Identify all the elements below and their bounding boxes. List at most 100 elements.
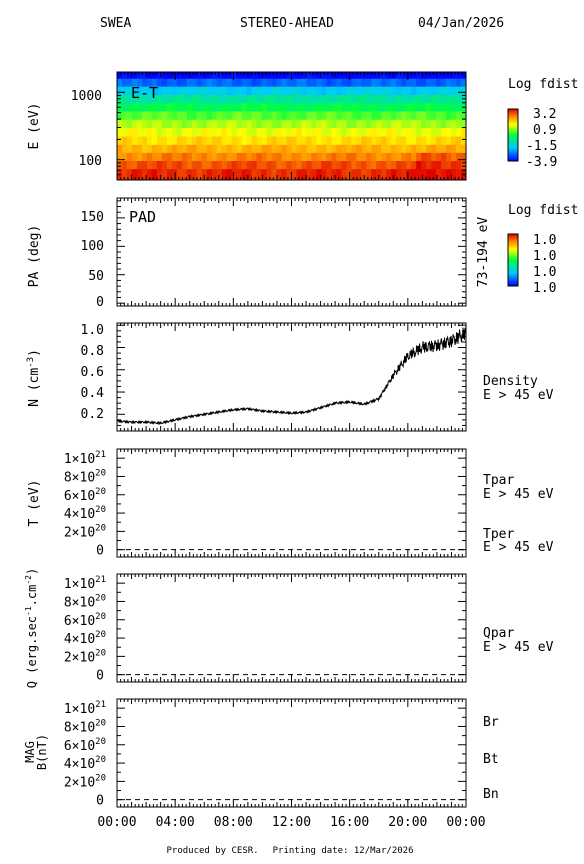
- et-cell: [311, 119, 317, 129]
- et-cell: [166, 152, 173, 162]
- et-cell: [456, 169, 462, 181]
- q-ytick-exponent: 20: [95, 593, 106, 603]
- et-cell: [286, 111, 292, 121]
- et-cell: [326, 72, 332, 80]
- et-cell: [331, 144, 337, 154]
- et-cell: [136, 144, 143, 154]
- density-panel: 1.0 0.8 0.6 0.4 0.2 N (cm-3) Density E >…: [26, 322, 554, 432]
- et-cell: [126, 169, 133, 181]
- et-cell: [251, 161, 257, 170]
- et-cell: [256, 144, 262, 154]
- et-cell: [391, 152, 397, 162]
- q-ytick-mantissa: 6: [64, 614, 72, 629]
- et-cell: [256, 128, 262, 138]
- q-ytick-label: 2×1020: [64, 648, 106, 665]
- et-cell: [331, 86, 337, 96]
- et-cell: [301, 119, 307, 129]
- time-x-ticks: [116, 72, 467, 807]
- t-ytick-label: 4×1020: [64, 505, 106, 522]
- et-cell: [421, 86, 427, 96]
- et-cell: [266, 169, 272, 181]
- b-ytick-exponent: 20: [95, 755, 106, 765]
- et-cell: [421, 144, 427, 154]
- et-cell: [446, 95, 452, 104]
- et-cell: [386, 78, 392, 88]
- et-cell: [117, 152, 123, 162]
- et-cell: [391, 144, 397, 154]
- et-cell: [186, 144, 193, 154]
- et-cell: [286, 103, 292, 112]
- et-cell: [121, 169, 128, 181]
- et-cell: [406, 86, 412, 96]
- et-cell: [416, 152, 422, 162]
- et-cell: [196, 72, 203, 80]
- et-cell: [326, 103, 332, 112]
- pad-colorbar-title: Log fdist: [508, 203, 578, 218]
- et-cell: [141, 161, 148, 170]
- et-cell: [156, 72, 163, 80]
- et-cell: [151, 128, 158, 138]
- et-cell: [196, 111, 203, 121]
- et-cell: [376, 169, 382, 181]
- et-cell: [326, 78, 332, 88]
- et-cell: [246, 152, 253, 162]
- et-cell: [121, 95, 128, 104]
- et-cell: [426, 78, 432, 88]
- et-cell: [281, 95, 287, 104]
- et-cell: [366, 144, 372, 154]
- et-cell: [291, 78, 297, 88]
- et-cell: [331, 169, 337, 181]
- et-cell: [326, 111, 332, 121]
- et-cell: [381, 169, 387, 181]
- et-cell: [291, 169, 297, 181]
- et-cell: [206, 136, 213, 146]
- et-cell: [131, 72, 138, 80]
- et-cell: [301, 169, 307, 181]
- et-cell: [281, 144, 287, 154]
- et-cell: [401, 128, 407, 138]
- et-cell: [381, 144, 387, 154]
- et-cell: [246, 128, 253, 138]
- et-cell: [391, 78, 397, 88]
- et-cell: [181, 169, 188, 181]
- et-cell: [241, 161, 248, 170]
- et-cell: [246, 111, 253, 121]
- et-cell: [211, 103, 218, 112]
- t-ytick-exponent: 20: [95, 487, 106, 497]
- et-cell: [221, 128, 228, 138]
- et-cell: [451, 161, 457, 170]
- et-cell: [286, 136, 292, 146]
- et-cell: [281, 103, 287, 112]
- et-cell: [376, 119, 382, 129]
- et-cell: [236, 86, 243, 96]
- et-cell: [391, 72, 397, 80]
- et-cell: [461, 86, 467, 96]
- et-cell: [161, 152, 168, 162]
- et-cell: [306, 111, 312, 121]
- et-cell: [196, 78, 203, 88]
- et-cell: [126, 152, 133, 162]
- et-cell: [231, 144, 238, 154]
- et-cell: [236, 111, 243, 121]
- b-ytick-mantissa: 4: [64, 757, 72, 772]
- et-cell: [441, 128, 447, 138]
- et-cell: [351, 95, 357, 104]
- et-cell: [266, 95, 272, 104]
- et-cell: [431, 161, 437, 170]
- et-cell: [401, 144, 407, 154]
- et-cell: [386, 95, 392, 104]
- b-ytick-exponent: 20: [95, 773, 106, 783]
- et-cell: [181, 86, 188, 96]
- et-cell: [436, 119, 442, 129]
- et-cell: [351, 152, 357, 162]
- et-cell: [371, 103, 377, 112]
- et-cell: [186, 86, 193, 96]
- et-cell: [156, 78, 163, 88]
- et-cell: [371, 161, 377, 170]
- et-cell: [321, 103, 327, 112]
- et-cell: [316, 111, 322, 121]
- et-cell: [251, 136, 257, 146]
- et-cell: [301, 161, 307, 170]
- et-cell: [166, 111, 173, 121]
- et-cell: [166, 72, 173, 80]
